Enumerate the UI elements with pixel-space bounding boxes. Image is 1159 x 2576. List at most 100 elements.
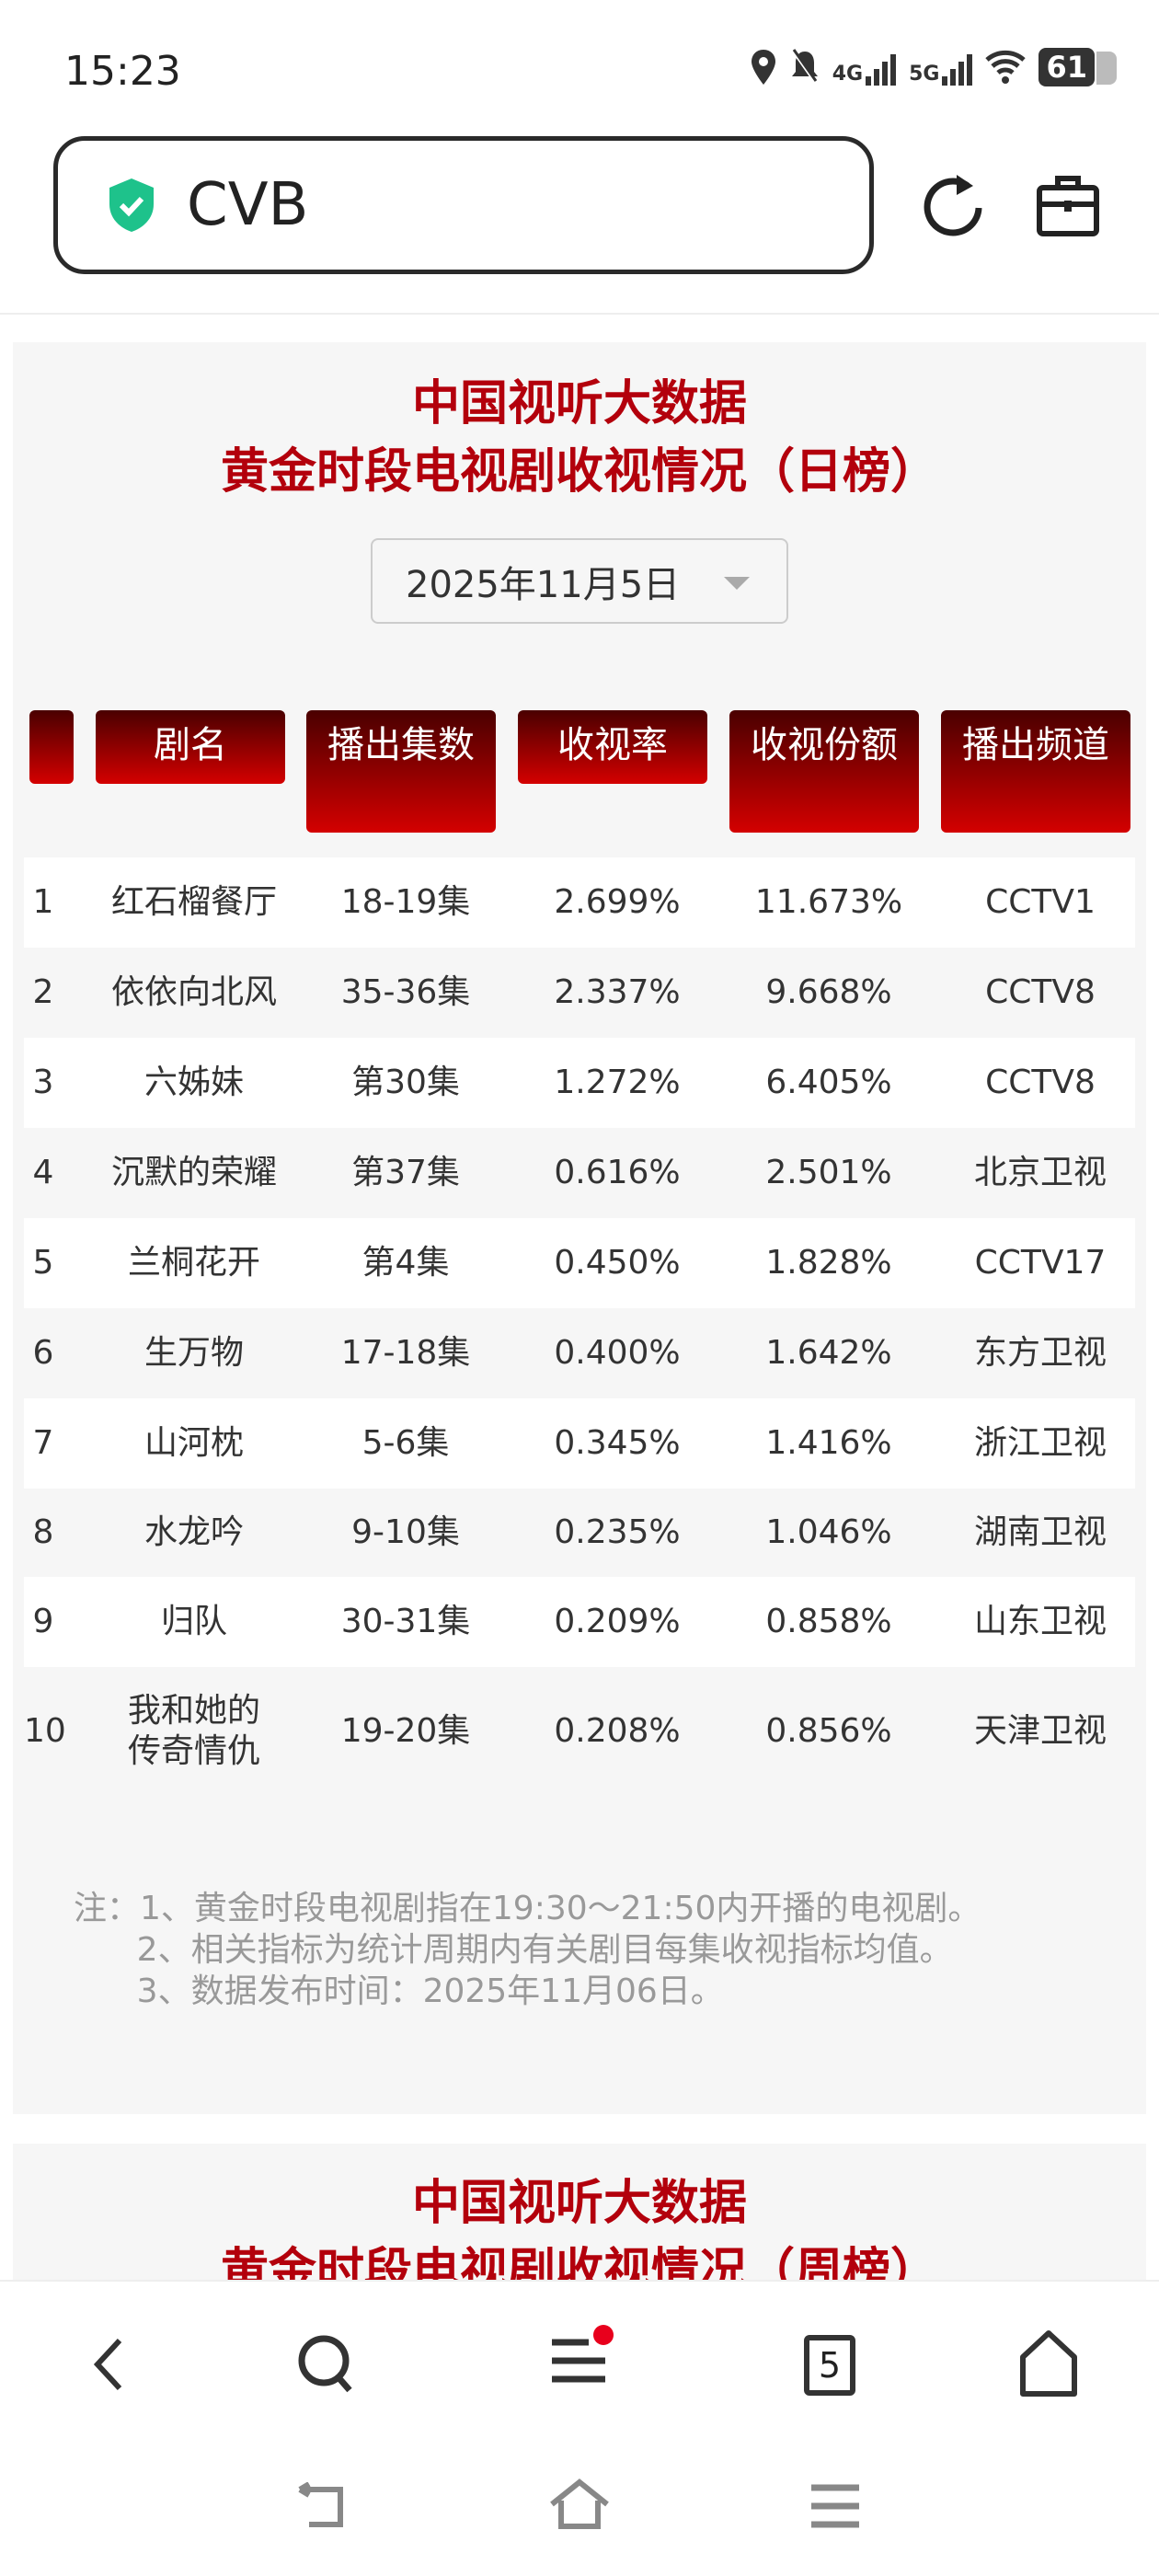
header-share: 收视份额 [729,710,919,833]
header-channel: 播出频道 [941,710,1130,833]
note-line: 2、相关指标为统计周期内有关剧目每集收视指标均值。 [74,1931,953,1969]
card-title: 中国视听大数据 [411,376,747,431]
cell-rank: 6 [32,1334,54,1372]
cell-episodes: 第4集 [361,1244,450,1282]
address-bar[interactable]: CVB [53,136,874,274]
cell-share: 1.642% [765,1334,892,1372]
cell-episodes: 19-20集 [340,1711,471,1750]
cell-rank: 8 [32,1513,54,1551]
cell-rank: 5 [32,1244,54,1282]
dropdown-arrow-icon [724,577,750,590]
cell-title: 我和她的传奇情仇 [127,1691,260,1770]
cell-title: 红石榴餐厅 [110,883,277,921]
cell-rank: 9 [32,1603,54,1640]
card-subtitle: 黄金时段电视剧收视情况（日榜） [220,444,938,500]
header-episodes: 播出集数 [306,710,496,833]
cell-channel: 天津卫视 [973,1711,1107,1750]
cell-title: 兰桐花开 [127,1244,260,1282]
cell-episodes: 17-18集 [340,1334,471,1372]
cell-rank: 10 [24,1711,66,1750]
cell-rating: 0.400% [554,1334,681,1372]
cell-rating: 0.235% [554,1513,681,1551]
cell-episodes: 18-19集 [340,883,471,921]
net-label: 4G [832,63,864,86]
header-title: 剧名 [96,710,285,784]
table-row: 6 生万物 17-18集 0.400% 1.642% 东方卫视 [24,1308,1135,1398]
cell-title: 山河枕 [143,1424,244,1462]
cell-episodes: 30-31集 [340,1603,471,1640]
home-icon[interactable] [1019,2329,1078,2398]
cell-channel: 北京卫视 [973,1154,1107,1191]
cell-episodes: 第30集 [351,1064,460,1101]
divider [0,313,1159,315]
back-icon[interactable] [90,2337,127,2392]
cell-rating: 2.699% [554,883,681,921]
status-time: 15:23 [64,48,181,95]
cell-title: 沉默的荣耀 [110,1154,277,1191]
cell-rating: 0.208% [554,1711,681,1750]
cell-episodes: 5-6集 [361,1424,450,1462]
cell-rating: 0.345% [554,1424,681,1462]
cell-share: 1.046% [765,1513,892,1551]
cell-channel: 东方卫视 [973,1334,1107,1372]
cell-title: 归队 [160,1603,227,1640]
cell-channel: 浙江卫视 [973,1424,1107,1462]
date-select[interactable]: 2025年11月5日 [371,538,788,624]
notes: 注：1、黄金时段电视剧指在19:30～21:50内开播的电视剧。 2、相关指标为… [74,1888,981,2012]
cell-share: 6.405% [765,1064,892,1101]
table-row: 9 归队 30-31集 0.209% 0.858% 山东卫视 [24,1577,1135,1667]
cell-signal-5g-icon: 5G [909,49,973,86]
note-line: 3、数据发布时间：2025年11月06日。 [74,1972,724,2010]
cell-title: 六姊妹 [143,1064,244,1101]
cell-rank: 3 [32,1064,54,1101]
cell-channel: CCTV8 [985,1064,1096,1101]
search-icon[interactable] [296,2333,355,2396]
cell-share: 1.416% [765,1424,892,1462]
table-row: 5 兰桐花开 第4集 0.450% 1.828% CCTV17 [24,1218,1135,1308]
tabs-button[interactable]: 5 [804,2335,855,2396]
cell-title: 水龙吟 [143,1513,244,1551]
system-back-icon[interactable] [294,2482,350,2530]
toolbox-icon[interactable] [1036,173,1100,237]
card-title: 中国视听大数据 [411,2176,747,2231]
cell-title: 生万物 [143,1334,244,1372]
cell-rating: 1.272% [554,1064,681,1101]
mute-bell-icon [791,49,818,85]
cell-share: 2.501% [765,1154,892,1191]
header-rank [29,710,74,784]
cell-share: 11.673% [754,883,903,921]
wifi-icon [985,50,1027,84]
url-text: CVB [187,171,309,239]
cell-channel: CCTV8 [985,973,1096,1011]
table-row: 8 水龙吟 9-10集 0.235% 1.046% 湖南卫视 [24,1489,1135,1577]
status-icons: 4G 5G 61 [750,48,1117,86]
cell-rating: 0.209% [554,1603,681,1640]
cell-title: 依依向北风 [110,973,277,1011]
cell-signal-4g-icon: 4G [832,49,897,86]
cell-share: 1.828% [765,1244,892,1282]
menu-icon[interactable] [550,2324,614,2388]
cell-episodes: 35-36集 [340,973,471,1011]
cell-share: 9.668% [765,973,892,1011]
system-menu-icon[interactable] [809,2484,861,2528]
daily-ratings-card: 中国视听大数据 黄金时段电视剧收视情况（日榜） 2025年11月5日 剧名 播出… [13,342,1146,2114]
table-row: 7 山河枕 5-6集 0.345% 1.416% 浙江卫视 [24,1398,1135,1489]
cell-channel: CCTV17 [974,1244,1107,1282]
net-label: 5G [909,63,940,86]
cell-channel: 湖南卫视 [973,1513,1107,1551]
header-rating: 收视率 [518,710,707,784]
system-home-icon[interactable] [548,2478,611,2530]
table-row: 2 依依向北风 35-36集 2.337% 9.668% CCTV8 [24,948,1135,1038]
cell-episodes: 第37集 [351,1154,460,1191]
cell-rating: 2.337% [554,973,681,1011]
cell-rank: 4 [32,1154,54,1191]
reload-icon[interactable] [920,171,986,241]
table-row: 3 六姊妹 第30集 1.272% 6.405% CCTV8 [24,1038,1135,1128]
cell-share: 0.858% [765,1603,892,1640]
cell-share: 0.856% [765,1711,892,1750]
date-value: 2025年11月5日 [406,563,681,606]
location-icon [751,50,775,85]
note-line: 注：1、黄金时段电视剧指在19:30～21:50内开播的电视剧。 [74,1890,981,1927]
cell-channel: CCTV1 [985,883,1096,921]
cell-rating: 0.450% [554,1244,681,1282]
